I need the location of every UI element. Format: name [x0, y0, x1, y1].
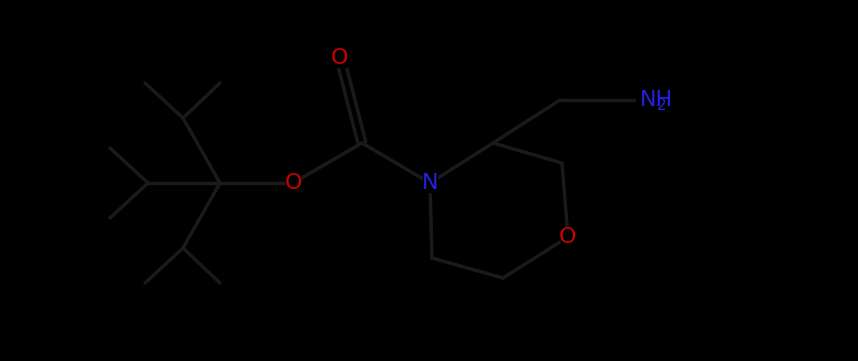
Text: NH: NH [640, 90, 674, 110]
Bar [333, 49, 347, 67]
Text: O: O [559, 227, 577, 247]
Text: O: O [284, 173, 302, 193]
Bar [286, 174, 300, 192]
Text: N: N [422, 173, 438, 193]
Bar [423, 174, 437, 192]
Text: 2: 2 [657, 97, 667, 113]
Bar [561, 228, 575, 246]
Bar [636, 90, 676, 110]
Text: O: O [331, 48, 348, 68]
